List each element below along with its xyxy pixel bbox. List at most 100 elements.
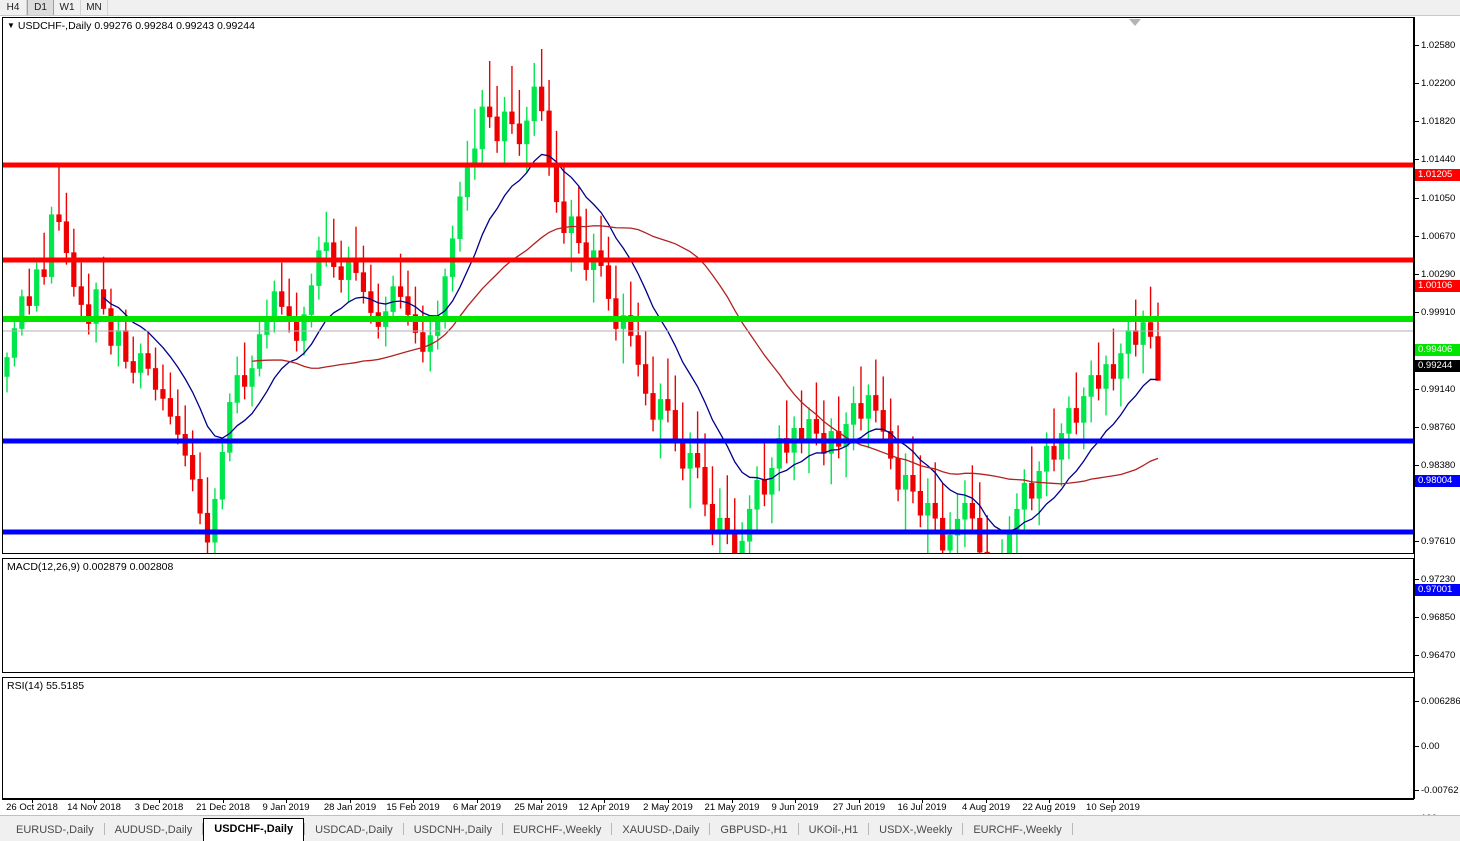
axis-tick-mark <box>1415 389 1419 390</box>
resistance-2-label[interactable]: 1.00106 <box>1415 280 1460 292</box>
tab-separator <box>797 823 799 835</box>
timeframe-button-d1[interactable]: D1 <box>27 0 54 15</box>
price-scale[interactable]: 1.02580 1.02200 1.01820 1.01440 1.01050 1.006… <box>1414 17 1460 824</box>
time-axis-tick-mark <box>286 800 287 803</box>
chart-tab-usdx-weekly[interactable]: USDX-,Weekly <box>879 824 953 836</box>
time-axis-label: 6 Mar 2019 <box>452 802 502 813</box>
pane-collapse-marker-icon[interactable] <box>1129 19 1141 26</box>
rsi-svg <box>3 678 1413 798</box>
time-axis-tick-mark <box>732 800 733 803</box>
timeframe-button-h4[interactable]: H4 <box>0 0 27 15</box>
time-axis-tick-mark <box>413 800 414 803</box>
chart-tab-audusd-daily[interactable]: AUDUSD-,Daily <box>114 824 193 836</box>
axis-tick-mark <box>1415 83 1419 84</box>
axis-tick-value: 0.98380 <box>1421 460 1456 471</box>
tab-separator <box>611 823 613 835</box>
axis-tick-value: 0.97610 <box>1421 536 1456 547</box>
tab-separator <box>868 823 870 835</box>
price-axis-tick: -0.00762 <box>1415 785 1459 797</box>
macd-pane[interactable]: MACD(12,26,9) 0.002879 0.002808 <box>2 558 1414 673</box>
chart-area: ▼ USDCHF-,Daily 0.99276 0.99284 0.99243 0… <box>0 17 1460 824</box>
axis-tick-mark <box>1415 465 1419 466</box>
macd-svg <box>3 559 1413 672</box>
axis-tick-mark <box>1415 427 1419 428</box>
axis-tick-value: -0.00762 <box>1421 785 1459 796</box>
axis-tick-value: 0.99140 <box>1421 384 1456 395</box>
price-axis-tick: 0.00 <box>1415 741 1440 753</box>
tab-separator <box>402 823 404 835</box>
price-axis-tick: 0.99140 <box>1415 384 1455 396</box>
axis-tick-mark <box>1415 790 1419 791</box>
timeframe-button-w1[interactable]: W1 <box>54 0 81 15</box>
price-axis-tick: 1.01050 <box>1415 193 1455 205</box>
axis-tick-mark <box>1415 701 1419 702</box>
time-axis-label: 3 Dec 2018 <box>134 802 184 813</box>
axis-tick-mark <box>1415 312 1419 313</box>
axis-tick-value: 1.01440 <box>1421 154 1456 165</box>
chart-tab-eurusd-daily[interactable]: EURUSD-,Daily <box>16 824 94 836</box>
axis-tick-mark <box>1415 617 1419 618</box>
axis-tick-value: 0.99910 <box>1421 307 1456 318</box>
price-candles-svg <box>3 49 1413 553</box>
chart-tab-gbpusd-h1[interactable]: GBPUSD-,H1 <box>720 824 788 836</box>
axis-tick-mark <box>1415 541 1419 542</box>
price-axis-tick: 0.006286 <box>1415 696 1460 708</box>
time-axis-tick-mark <box>668 800 669 803</box>
tab-separator <box>103 823 105 835</box>
axis-tick-value: 1.02580 <box>1421 40 1456 51</box>
chart-tab-eurchf-weekly[interactable]: EURCHF-,Weekly <box>973 824 1062 836</box>
support-2-label[interactable]: 0.97001 <box>1415 584 1460 596</box>
chart-tab-usdcad-daily[interactable]: USDCAD-,Daily <box>315 824 393 836</box>
axis-tick-value: 0.97230 <box>1421 574 1456 585</box>
price-axis-tick: 0.97610 <box>1415 536 1455 548</box>
last-price-label[interactable]: 0.99244 <box>1415 360 1460 372</box>
price-pane[interactable]: ▼ USDCHF-,Daily 0.99276 0.99284 0.99243 0… <box>2 17 1414 554</box>
axis-tick-mark <box>1415 746 1419 747</box>
tab-separator <box>304 823 306 835</box>
time-axis-label: 10 Sep 2019 <box>1086 802 1140 813</box>
resistance-1-label[interactable]: 1.01205 <box>1415 169 1460 181</box>
price-axis-tick: 1.01820 <box>1415 116 1455 128</box>
time-axis-tick-mark <box>795 800 796 803</box>
tab-separator <box>1071 823 1073 835</box>
time-axis-label: 14 Nov 2018 <box>67 802 121 813</box>
time-scale[interactable]: 26 Oct 2018 14 Nov 2018 3 Dec 2018 21 Dec 2… <box>2 799 1414 815</box>
axis-tick-value: 0.00 <box>1421 741 1440 752</box>
timeframe-button-mn[interactable]: MN <box>81 0 108 15</box>
time-axis-tick-mark <box>541 800 542 803</box>
time-axis-tick-mark <box>859 800 860 803</box>
chart-tab-usdcnh-daily[interactable]: USDCNH-,Daily <box>413 824 492 836</box>
chart-tab-ukoil-h1[interactable]: UKOil-,H1 <box>808 824 859 836</box>
time-axis-tick-mark <box>32 800 33 803</box>
time-axis-tick-mark <box>1049 800 1050 803</box>
price-axis-tick: 0.96470 <box>1415 650 1455 662</box>
time-axis-tick-mark <box>477 800 478 803</box>
timeframe-toolbar: H4 D1 W1 MN <box>0 0 1460 16</box>
axis-tick-value: 1.02200 <box>1421 78 1456 89</box>
time-axis-label: 15 Feb 2019 <box>386 802 440 813</box>
axis-tick-value: 1.01820 <box>1421 116 1456 127</box>
chart-tab-usdchf-daily[interactable]: USDCHF-,Daily <box>203 818 305 841</box>
rsi-pane[interactable]: RSI(14) 55.5185 <box>2 677 1414 799</box>
time-axis-label: 22 Aug 2019 <box>1022 802 1076 813</box>
price-axis-tick: 0.98380 <box>1415 460 1455 472</box>
time-axis-label: 12 Apr 2019 <box>578 802 630 813</box>
time-axis-tick-mark <box>94 800 95 803</box>
pivot-label[interactable]: 0.99406 <box>1415 344 1460 356</box>
time-axis-label: 21 May 2019 <box>704 802 760 813</box>
time-axis-label: 27 Jun 2019 <box>832 802 886 813</box>
time-axis-label: 2 May 2019 <box>643 802 693 813</box>
axis-tick-mark <box>1415 236 1419 237</box>
support-1-label[interactable]: 0.98004 <box>1415 475 1460 487</box>
chart-tab-eurchf-weekly[interactable]: EURCHF-,Weekly <box>512 824 602 836</box>
price-axis-tick: 0.96850 <box>1415 612 1455 624</box>
time-axis-tick-mark <box>223 800 224 803</box>
price-axis-tick: 0.98760 <box>1415 422 1455 434</box>
time-axis-label: 28 Jan 2019 <box>323 802 377 813</box>
price-axis-tick: 1.01440 <box>1415 154 1455 166</box>
axis-tick-mark <box>1415 45 1419 46</box>
toolbar-spacer <box>108 0 1460 15</box>
chart-tab-xauusd-daily[interactable]: XAUUSD-,Daily <box>622 824 700 836</box>
axis-tick-mark <box>1415 121 1419 122</box>
